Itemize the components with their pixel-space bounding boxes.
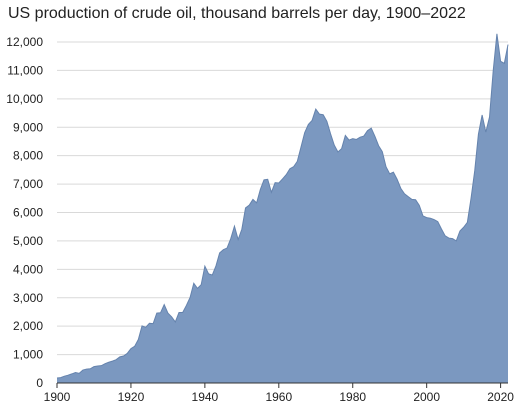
area-line	[56, 33, 509, 379]
x-tick-label: 1940	[192, 390, 219, 404]
y-tick-label: 6,000	[13, 206, 43, 220]
x-tick-label: 2000	[413, 390, 440, 404]
x-axis-tick-labels: 1900 1920 1940 1960 1980 2000 2020	[44, 390, 515, 404]
x-tick-label: 2020	[487, 390, 514, 404]
series-area	[56, 33, 509, 384]
x-axis	[56, 382, 508, 388]
y-tick-label: 12,000	[6, 35, 43, 49]
x-tick-label: 1920	[118, 390, 145, 404]
y-tick-label: 11,000	[7, 63, 43, 77]
y-tick-label: 9,000	[13, 120, 43, 134]
x-tick-label: 1900	[44, 390, 71, 404]
y-tick-label: 8,000	[13, 149, 43, 163]
y-tick-label: 4,000	[13, 262, 43, 276]
x-tick-label: 1980	[339, 390, 366, 404]
y-tick-label: 5,000	[13, 234, 43, 248]
y-tick-label: 3,000	[13, 291, 43, 305]
y-tick-label: 10,000	[6, 92, 43, 106]
y-tick-label: 7,000	[13, 177, 43, 191]
y-tick-label: 0	[36, 376, 43, 390]
chart-title: US production of crude oil, thousand bar…	[8, 5, 466, 22]
area-fill	[57, 33, 508, 384]
y-tick-label: 1,000	[13, 348, 43, 362]
y-axis-tick-labels: 0 1,000 2,000 3,000 4,000 5,000 6,000 7,000 8,00…	[6, 35, 43, 390]
x-tick-label: 1960	[265, 390, 292, 404]
y-tick-label: 2,000	[13, 319, 43, 333]
